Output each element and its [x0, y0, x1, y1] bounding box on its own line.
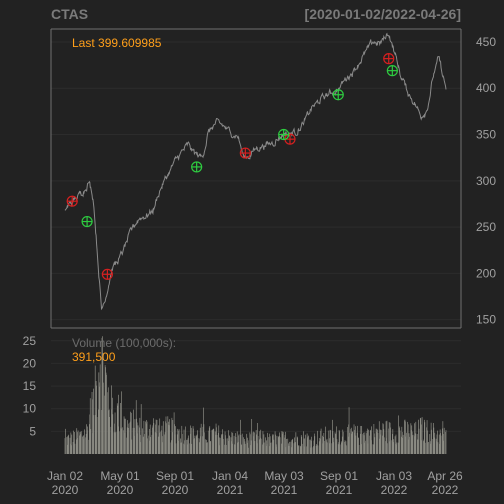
price-tick-label: 200: [476, 266, 496, 280]
date-tick-year: 2020: [162, 483, 189, 497]
date-tick-year: 2021: [271, 483, 298, 497]
price-axis: 150 200 250 300 350 400 450: [476, 35, 496, 327]
sell-signal-marker: [239, 147, 251, 159]
price-series: [64, 32, 447, 311]
date-tick-label: Jan 02: [47, 469, 83, 483]
sell-signal-marker: [66, 195, 78, 207]
chart-date-range: [2020-01-02/2022-04-26]: [305, 6, 461, 22]
sell-signal-marker: [101, 268, 113, 280]
date-tick-year: 2020: [52, 483, 79, 497]
sell-signal-marker: [383, 53, 395, 65]
buy-signal-marker: [81, 215, 93, 228]
price-tick-label: 350: [476, 128, 496, 142]
volume-tick-label: 15: [23, 379, 37, 393]
date-tick-label: Jan 03: [376, 469, 412, 483]
volume-last-value: 391,500: [72, 350, 116, 364]
volume-tick-label: 5: [29, 424, 36, 438]
volume-panel-label: Volume (100,000s):: [72, 336, 176, 350]
date-tick-year: 2021: [217, 483, 244, 497]
grid-layer: [51, 41, 461, 432]
date-tick-year: 2022: [432, 483, 459, 497]
date-tick-label: Sep 01: [320, 469, 358, 483]
volume-bars: [64, 336, 447, 454]
buy-signal-marker: [332, 89, 344, 101]
chart-symbol-title: CTAS: [51, 6, 88, 22]
price-tick-label: 150: [476, 313, 496, 327]
date-tick-label: May 01: [100, 469, 140, 483]
volume-tick-label: 10: [23, 402, 37, 416]
price-tick-label: 250: [476, 220, 496, 234]
date-tick-label: May 03: [264, 469, 304, 483]
last-price-label: Last 399.609985: [72, 36, 162, 50]
price-tick-label: 300: [476, 174, 496, 188]
panel-frames: [50, 28, 462, 329]
date-tick-year: 2021: [326, 483, 353, 497]
date-tick-year: 2022: [381, 483, 408, 497]
buy-signal-marker: [278, 128, 290, 141]
price-tick-label: 450: [476, 35, 496, 49]
price-line: [64, 32, 447, 311]
date-tick-label: Jan 04: [212, 469, 248, 483]
date-tick-year: 2020: [107, 483, 134, 497]
buy-signal-marker: [191, 161, 203, 173]
buy-signal-marker: [386, 65, 398, 77]
volume-tick-label: 20: [23, 356, 37, 370]
price-tick-label: 400: [476, 81, 496, 95]
date-tick-label: Apr 26: [427, 469, 463, 483]
volume-tick-label: 25: [23, 334, 37, 348]
date-tick-label: Sep 01: [156, 469, 194, 483]
volume-axis: 5 10 15 20 25: [23, 334, 37, 439]
signal-markers: [66, 53, 398, 280]
